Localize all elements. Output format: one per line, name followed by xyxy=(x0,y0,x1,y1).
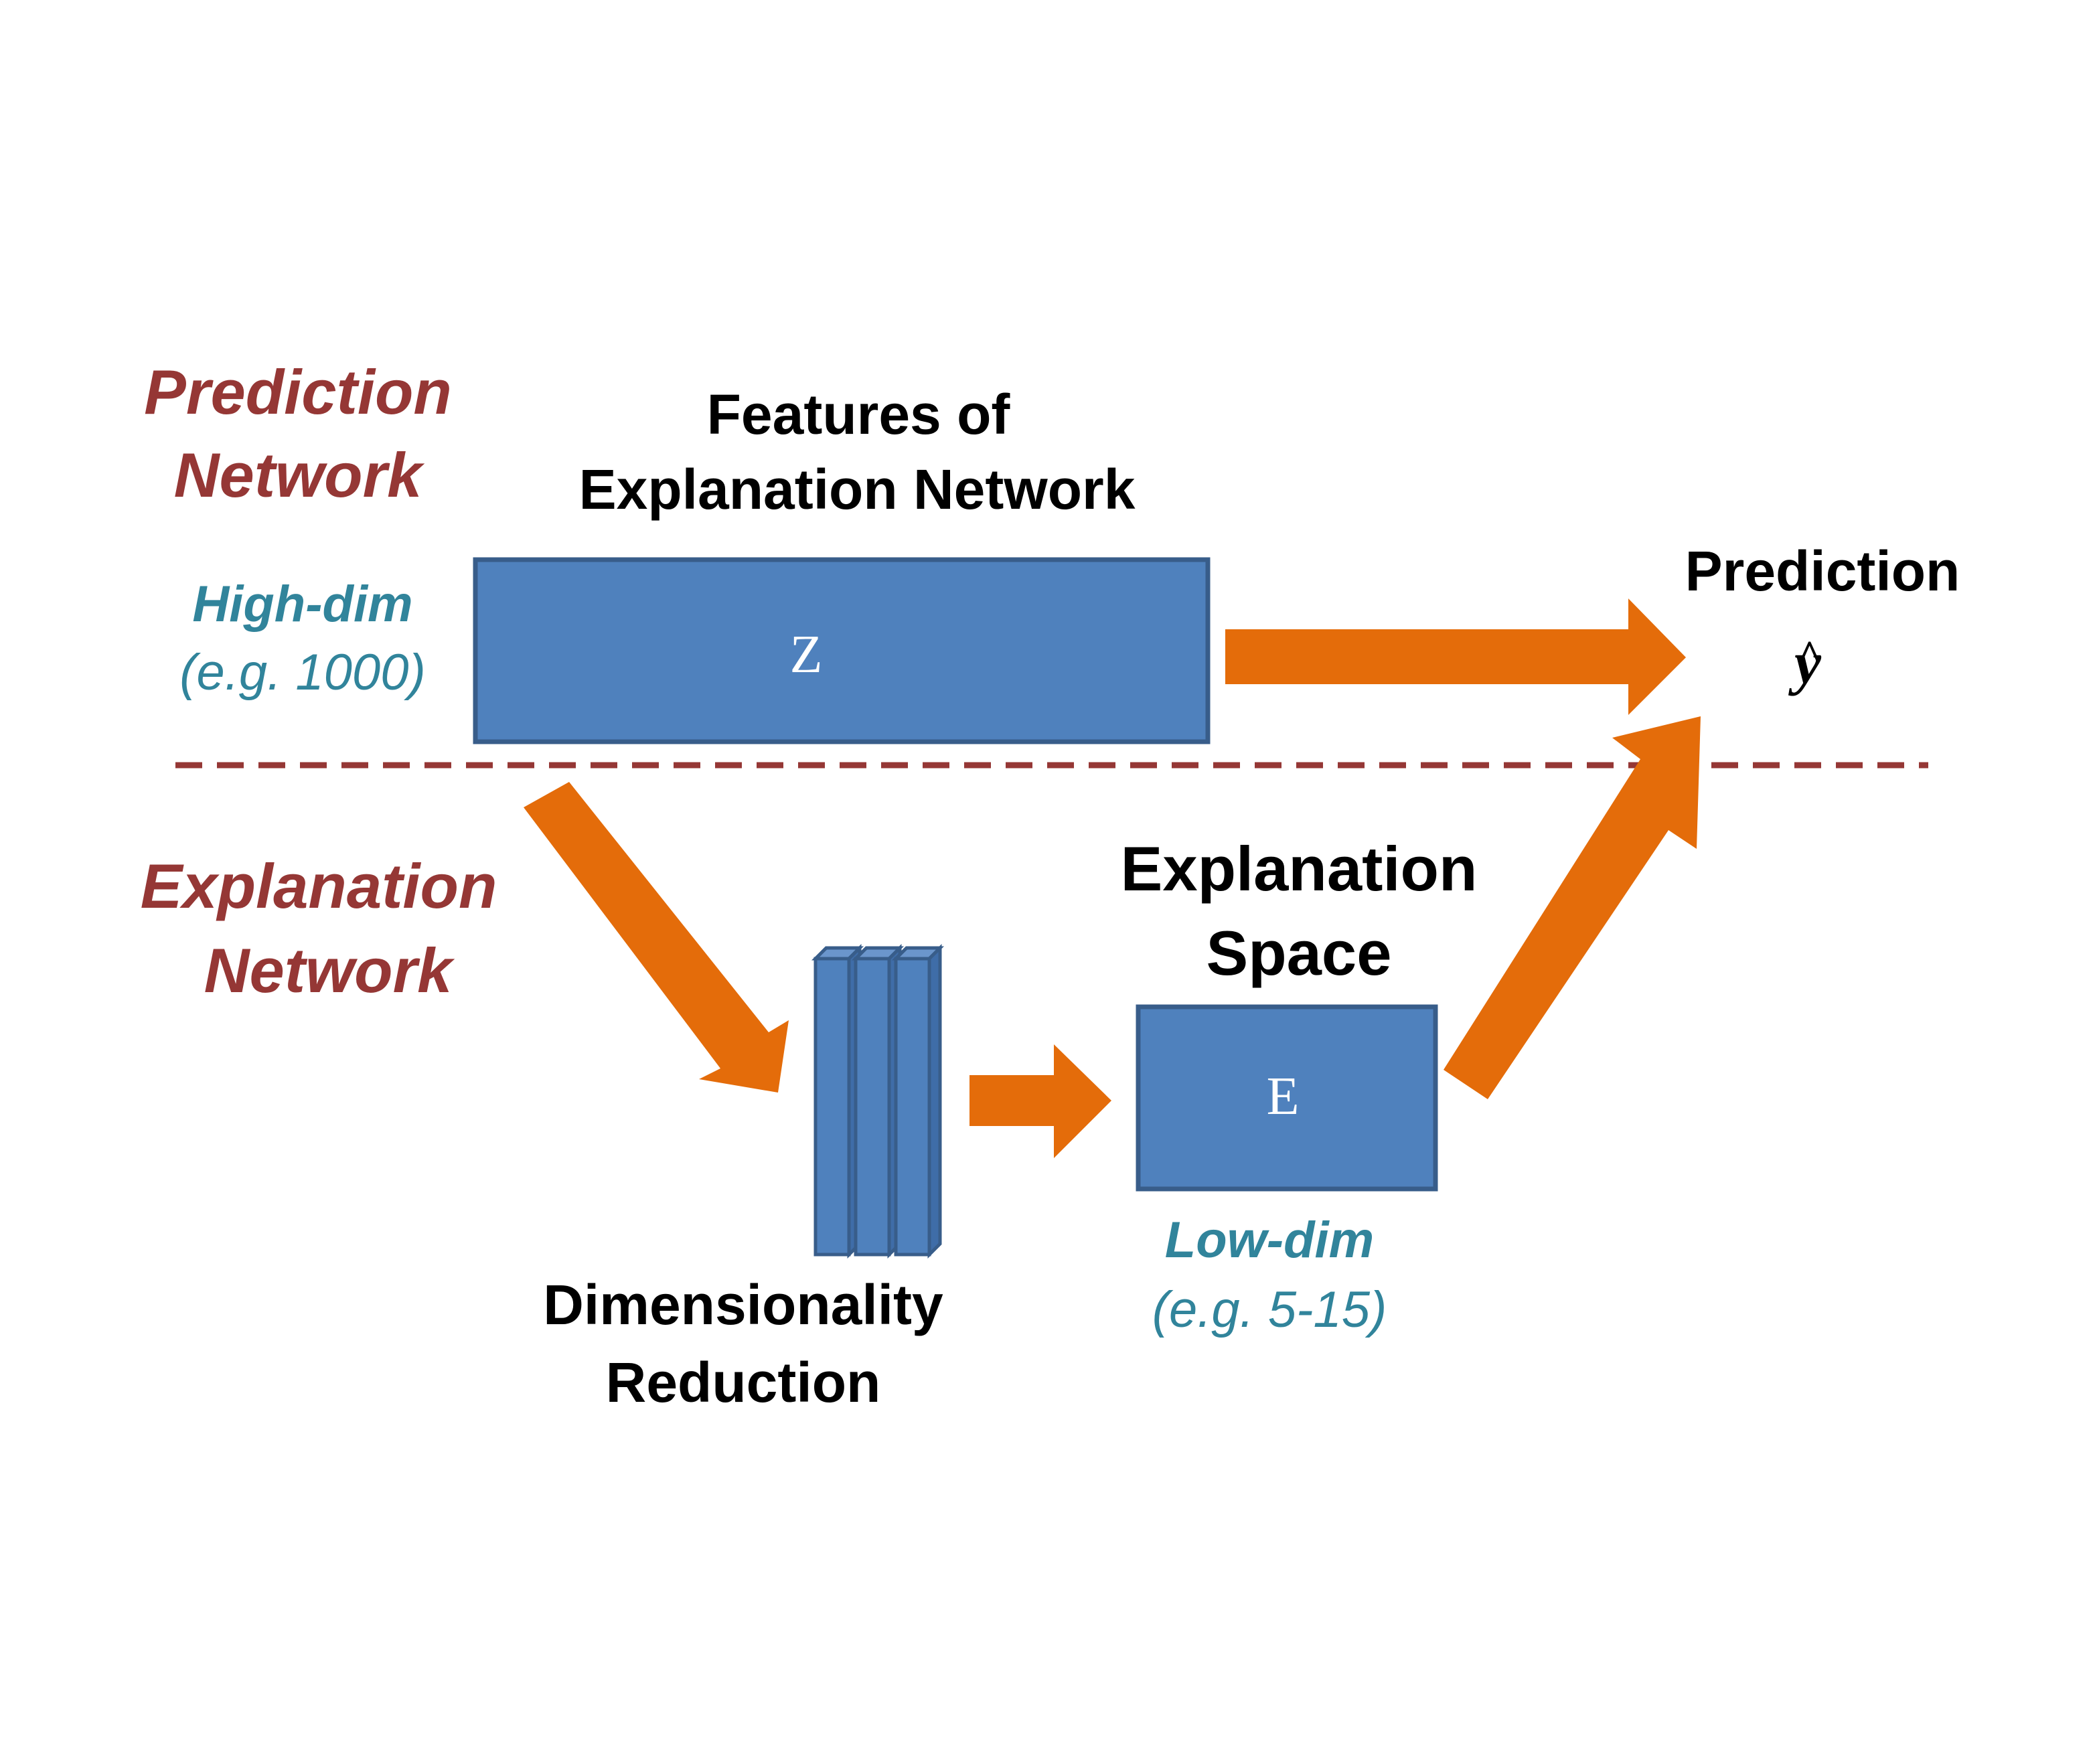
explanation-network-label-line1: Explanation xyxy=(141,851,497,921)
high-dim-label: High-dim xyxy=(192,576,412,633)
reduction-label-line2: Reduction xyxy=(606,1351,881,1414)
arrow-reduction-to-e xyxy=(969,1044,1111,1158)
features-title-line2: Explanation Network xyxy=(579,458,1136,521)
explanation-network-label-line2: Network xyxy=(204,935,456,1006)
arrow-e-to-prediction xyxy=(1444,716,1701,1099)
prediction-y-hat-accent: ^ xyxy=(1797,631,1821,679)
reduction-label-line1: Dimensionality xyxy=(543,1273,943,1336)
reduction-layer-2 xyxy=(851,943,905,1259)
arrow-z-to-reduction xyxy=(524,782,789,1093)
prediction-output-title: Prediction xyxy=(1685,540,1960,603)
reduction-layer-stack xyxy=(811,943,945,1259)
prediction-network-label-line1: Prediction xyxy=(144,357,452,427)
reduction-layer-3 xyxy=(891,943,945,1259)
explanation-space-title-line2: Space xyxy=(1207,918,1392,988)
arrow-z-to-prediction xyxy=(1225,598,1686,715)
prediction-y-hat-symbol: y xyxy=(1788,630,1822,696)
explanation-space-title-line1: Explanation xyxy=(1121,833,1478,904)
low-dim-label: Low-dim xyxy=(1165,1212,1374,1269)
features-title-line1: Features of xyxy=(707,383,1011,446)
features-z-box xyxy=(473,557,1211,744)
reduction-layer-1 xyxy=(811,943,864,1259)
low-dim-example: (e.g. 5-15) xyxy=(1152,1281,1387,1338)
explanation-e-box xyxy=(1136,1004,1438,1192)
features-z-label: Z xyxy=(790,625,823,684)
prediction-network-label-line2: Network xyxy=(174,440,426,510)
explanation-e-label: E xyxy=(1267,1067,1300,1126)
high-dim-example: (e.g. 1000) xyxy=(179,644,426,701)
